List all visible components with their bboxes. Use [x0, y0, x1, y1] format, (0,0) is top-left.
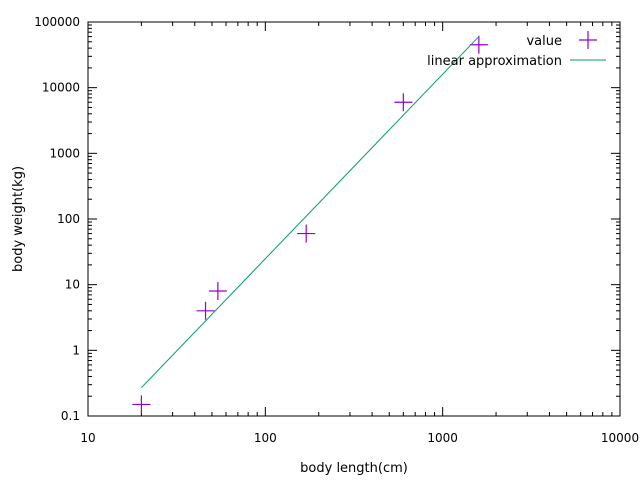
approximation-line — [141, 36, 480, 389]
data-point-marker — [297, 224, 316, 243]
data-point-marker — [196, 301, 215, 320]
y-tick-label: 100000 — [34, 15, 80, 29]
y-tick-label: 10000 — [42, 81, 80, 95]
data-point-marker — [469, 35, 488, 54]
x-tick-label: 1000 — [427, 431, 458, 445]
data-point-marker — [132, 395, 151, 414]
y-tick-label: 1000 — [49, 146, 80, 160]
plot-frame — [87, 21, 621, 417]
legend: value linear approximation — [427, 31, 606, 69]
data-point-marker — [394, 93, 413, 112]
x-axis-ticks: 10 100 1000 10000 — [80, 22, 639, 445]
y-tick-label: 10 — [65, 278, 80, 292]
minor-ticks — [88, 22, 620, 416]
x-tick-label: 100 — [254, 431, 277, 445]
y-tick-label: 100 — [57, 212, 80, 226]
legend-label: linear approximation — [427, 54, 562, 69]
x-tick-label: 10 — [80, 431, 95, 445]
y-tick-label: 1 — [72, 343, 80, 357]
y-axis-title: body weight(kg) — [11, 166, 26, 272]
x-tick-label: 10000 — [601, 431, 639, 445]
y-axis-ticks: 0.1 1 10 100 1000 10000 100000 — [34, 15, 620, 423]
series-layer — [132, 35, 488, 414]
data-point-marker — [208, 282, 227, 301]
legend-label: value — [526, 34, 562, 49]
y-tick-label: 0.1 — [61, 409, 80, 423]
x-axis-title: body length(cm) — [300, 461, 408, 476]
legend-marker-swatch — [579, 31, 597, 49]
